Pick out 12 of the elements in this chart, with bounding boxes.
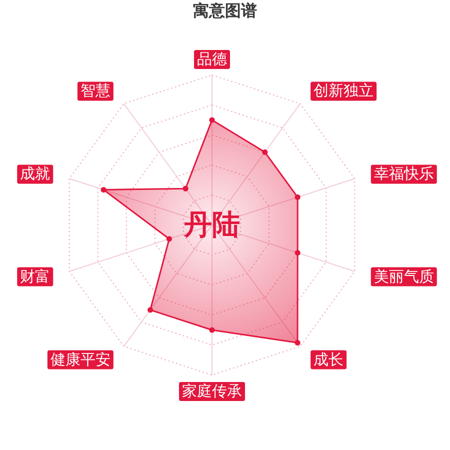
spoke-label: 美丽气质	[374, 268, 434, 286]
text: 丹陆	[183, 209, 240, 240]
spoke-label: 成就	[20, 166, 50, 183]
spoke-label: 智慧	[80, 82, 110, 100]
spoke-label: 幸福快乐	[374, 166, 434, 183]
spoke-label: 成长	[314, 351, 344, 368]
chart-title: 寓意图谱	[193, 1, 257, 20]
spoke-label: 家庭传承	[182, 383, 242, 400]
spoke-label: 财富	[20, 268, 50, 286]
spoke-label: 创新独立	[314, 82, 374, 100]
spoke-label: 品德	[197, 51, 227, 68]
spoke-label: 健康平安	[50, 351, 110, 368]
